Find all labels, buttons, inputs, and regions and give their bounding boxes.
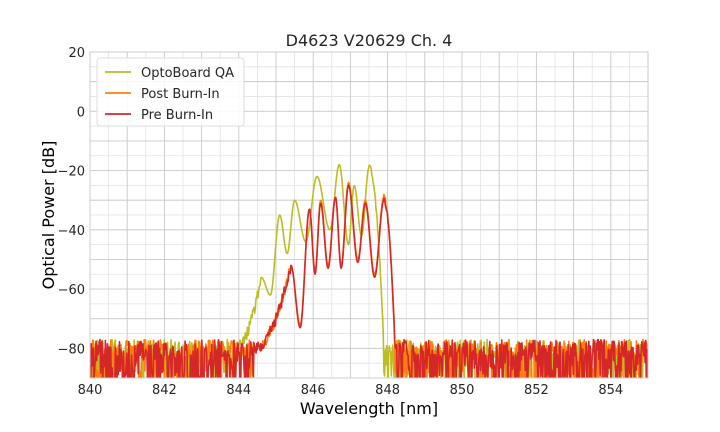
y-tick-label: 20 xyxy=(68,46,85,61)
chart-title: D4623 V20629 Ch. 4 xyxy=(286,31,453,50)
axes-frame xyxy=(89,51,649,379)
y-tick-label: 0 xyxy=(77,105,85,120)
y-tick-label: −40 xyxy=(58,224,85,239)
legend-label: Post Burn-In xyxy=(141,87,220,102)
x-tick-label: 840 xyxy=(78,383,103,398)
x-axis-label: Wavelength [nm] xyxy=(300,399,438,418)
legend: OptoBoard QA Post Burn-In Pre Burn-In xyxy=(96,57,245,127)
legend-box xyxy=(96,57,245,127)
x-tick-label: 852 xyxy=(524,383,549,398)
legend-label: OptoBoard QA xyxy=(141,66,234,81)
x-tick-label: 844 xyxy=(226,383,251,398)
y-axis-label: Optical Power [dB] xyxy=(39,141,58,290)
series-line-pre-burn-in xyxy=(90,184,648,378)
x-tick-label: 848 xyxy=(375,383,400,398)
x-tick-label: 846 xyxy=(301,383,326,398)
x-tick-label: 850 xyxy=(450,383,475,398)
series-group xyxy=(90,163,648,378)
y-tick-label: −60 xyxy=(58,283,85,298)
x-tick-label: 854 xyxy=(598,383,623,398)
y-tick-label: −80 xyxy=(58,342,85,357)
x-tick-label: 842 xyxy=(152,383,177,398)
y-tick-label: −20 xyxy=(58,165,85,180)
legend-label: Pre Burn-In xyxy=(141,108,213,123)
